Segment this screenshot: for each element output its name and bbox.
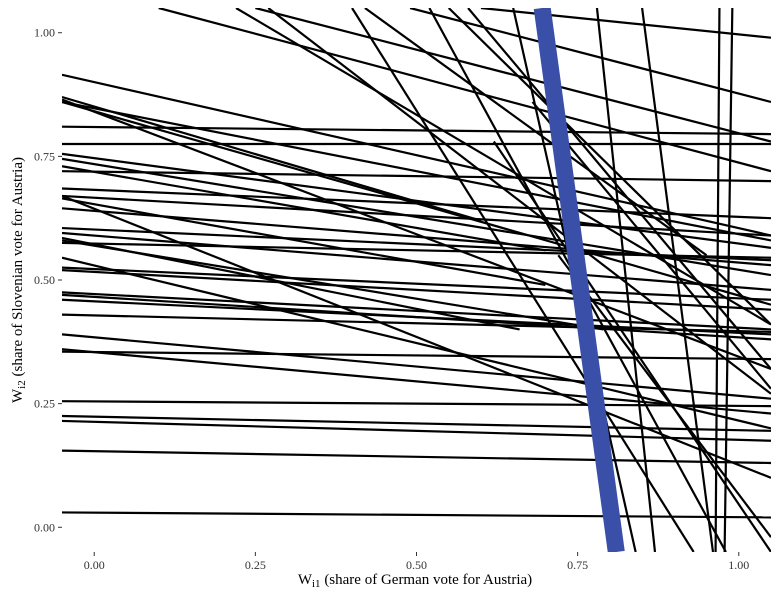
x-tick-label: 0.75 <box>567 558 588 572</box>
highlight-line-layer <box>533 8 625 552</box>
data-line-5 <box>62 400 771 408</box>
data-line-52 <box>714 8 721 552</box>
data-line-41 <box>480 8 771 39</box>
data-line-48 <box>641 8 715 552</box>
x-tick-label: 0.50 <box>406 558 427 572</box>
data-line-4 <box>62 414 771 432</box>
x-tick-label: 0.00 <box>84 558 105 572</box>
data-line-29 <box>62 73 771 237</box>
data-line-13 <box>62 269 771 311</box>
data-line-33 <box>62 236 520 331</box>
data-line-35 <box>62 165 546 252</box>
data-line-39 <box>235 8 771 326</box>
data-line-34 <box>62 197 546 287</box>
data-line-49 <box>467 8 771 370</box>
y-tick-label: 0.75 <box>34 149 55 163</box>
data-line-6 <box>62 350 771 361</box>
data-lines <box>62 8 771 552</box>
y-tick-label: 0.50 <box>34 273 55 287</box>
data-line-1 <box>62 511 771 519</box>
data-line-28 <box>62 98 771 371</box>
data-line-53 <box>723 8 734 552</box>
data-line-22 <box>62 170 771 183</box>
data-line-43 <box>267 8 771 395</box>
data-line-11 <box>62 293 771 341</box>
highlight-line <box>533 8 625 552</box>
data-line-3 <box>62 419 771 442</box>
data-line-38 <box>255 8 771 143</box>
data-line-37 <box>158 8 771 173</box>
data-line-51 <box>531 101 771 390</box>
data-line-30 <box>62 194 771 479</box>
x-axis-title: Wi1 (share of German vote for Austria) <box>298 572 532 590</box>
y-tick-label: 0.00 <box>34 520 55 534</box>
data-line-15 <box>62 256 771 430</box>
data-line-8 <box>62 333 771 400</box>
data-line-55 <box>557 254 771 538</box>
data-line-7 <box>62 348 771 415</box>
x-tick-label: 1.00 <box>728 558 749 572</box>
data-line-31 <box>62 100 771 306</box>
data-line-36 <box>62 95 482 222</box>
data-line-14 <box>62 266 771 301</box>
y-axis-title: Wi2 (share of Slovenian vote for Austria… <box>10 157 28 403</box>
axes: 0.00 0.25 0.50 0.75 1.00 0.00 0.25 0.50 0.75 1.00 <box>34 26 749 572</box>
data-line-26 <box>62 125 771 136</box>
x-tick-label: 0.25 <box>245 558 266 572</box>
data-line-42 <box>364 8 708 257</box>
y-tick-label: 1.00 <box>34 26 55 40</box>
data-line-47 <box>595 8 657 552</box>
data-line-54 <box>351 8 695 552</box>
data-line-40 <box>409 8 771 104</box>
y-tick-label: 0.25 <box>34 397 55 411</box>
data-line-2 <box>62 449 771 465</box>
